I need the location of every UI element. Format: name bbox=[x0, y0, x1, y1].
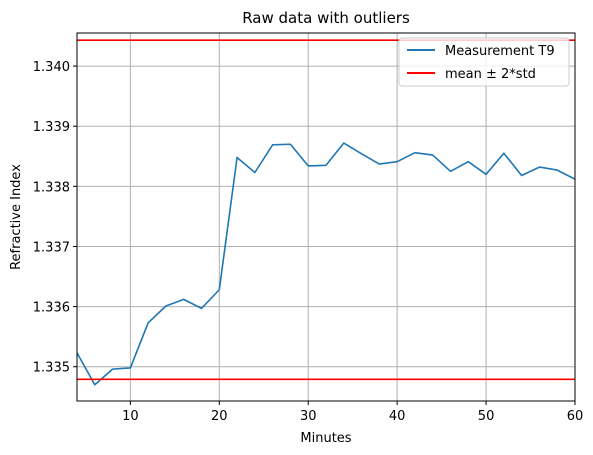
x-tick-label: 60 bbox=[567, 409, 584, 424]
grid bbox=[77, 33, 576, 401]
y-tick-label: 1.338 bbox=[33, 180, 70, 195]
legend-label-threshold: mean ± 2*std bbox=[445, 67, 536, 82]
y-tick-label: 1.335 bbox=[33, 361, 70, 376]
x-axis-label: Minutes bbox=[300, 431, 351, 446]
ticks: 10 20 30 40 50 60 1.335 1.336 1.337 1.338 1.339 1.3… bbox=[33, 60, 583, 424]
chart-title: Raw data with outliers bbox=[242, 9, 410, 27]
y-axis-label: Refractive Index bbox=[9, 164, 24, 270]
x-tick-label: 20 bbox=[211, 409, 228, 424]
x-tick-label: 10 bbox=[122, 409, 139, 424]
legend-label-measurement: Measurement T9 bbox=[445, 44, 555, 59]
y-tick-label: 1.336 bbox=[33, 301, 70, 316]
y-tick-label: 1.339 bbox=[33, 120, 70, 135]
series-line-measurement-t9 bbox=[77, 142, 575, 386]
x-tick-label: 50 bbox=[478, 409, 495, 424]
y-tick-label: 1.337 bbox=[33, 240, 70, 255]
legend-box bbox=[398, 37, 570, 87]
x-tick-label: 30 bbox=[300, 409, 317, 424]
y-tick-label: 1.340 bbox=[33, 60, 70, 75]
x-tick-label: 40 bbox=[389, 409, 406, 424]
plot-area bbox=[77, 39, 575, 386]
legend: Measurement T9 mean ± 2*std bbox=[398, 37, 570, 87]
axes-frame bbox=[76, 32, 576, 402]
